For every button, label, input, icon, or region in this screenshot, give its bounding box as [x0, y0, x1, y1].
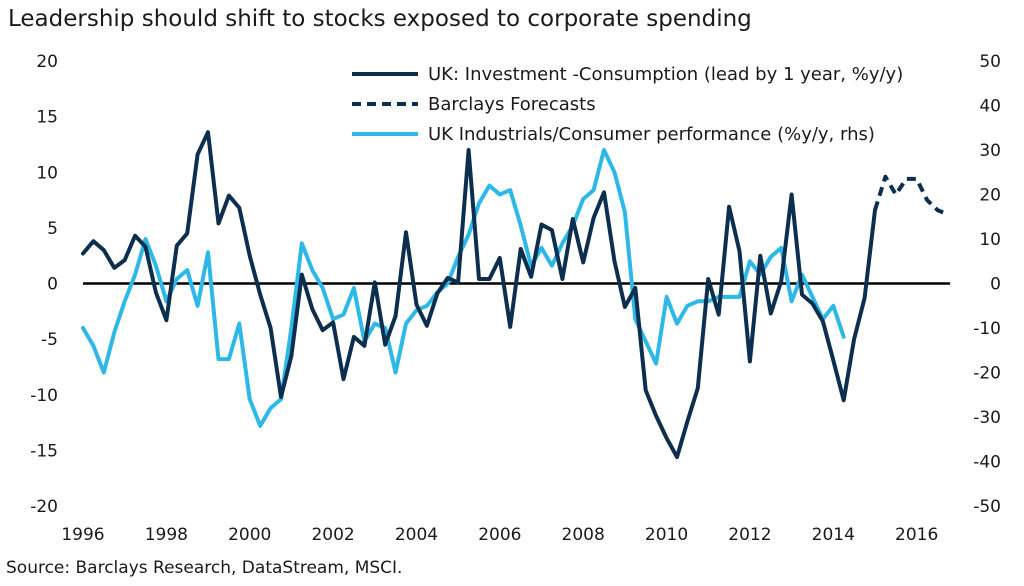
- y-left-tick-label: -10: [30, 386, 58, 406]
- y-left-tick-label: -15: [30, 441, 58, 461]
- x-tick-label: 2016: [895, 525, 938, 545]
- x-tick-label: 2006: [478, 525, 521, 545]
- x-tick-label: 2000: [228, 525, 271, 545]
- y-left-tick-label: 20: [36, 52, 58, 72]
- chart-source: Source: Barclays Research, DataStream, M…: [6, 558, 403, 578]
- y-left-tick-label: -20: [30, 497, 58, 517]
- x-tick-label: 2014: [812, 525, 855, 545]
- x-tick-label: 1998: [145, 525, 188, 545]
- y-right-tick-label: 40: [979, 97, 1001, 117]
- legend-label-2: UK Industrials/Consumer performance (%y/…: [428, 124, 875, 145]
- y-right-tick-label: -40: [973, 453, 1001, 473]
- y-right-tick-label: -10: [973, 319, 1001, 339]
- legend-label-0: UK: Investment -Consumption (lead by 1 y…: [428, 64, 903, 85]
- y-left-tick-label: 0: [47, 275, 58, 295]
- series-lines: [81, 130, 949, 460]
- legend-label-1: Barclays Forecasts: [428, 94, 596, 115]
- x-tick-label: 2004: [395, 525, 438, 545]
- chart-title: Leadership should shift to stocks expose…: [8, 6, 752, 32]
- y-left-tick-label: 15: [36, 108, 58, 128]
- y-right-tick-label: -20: [973, 364, 1001, 384]
- x-tick-label: 2002: [311, 525, 354, 545]
- legend: UK: Investment -Consumption (lead by 1 y…: [352, 64, 903, 145]
- y-right-tick-label: -50: [973, 497, 1001, 517]
- series-line-1: [873, 174, 949, 217]
- series-line-0: [81, 130, 877, 460]
- x-tick-label: 2008: [562, 525, 605, 545]
- y-right-tick-label: 50: [979, 52, 1001, 72]
- y-left-tick-label: 10: [36, 163, 58, 183]
- y-left-tick-label: 5: [47, 219, 58, 239]
- x-tick-label: 1996: [61, 525, 104, 545]
- y-left-tick-label: -5: [41, 330, 58, 350]
- series-line-2: [81, 148, 846, 428]
- y-right-tick-label: 20: [979, 186, 1001, 206]
- y-right-tick-label: 30: [979, 141, 1001, 161]
- x-tick-label: 2012: [728, 525, 771, 545]
- y-right-tick-label: -30: [973, 408, 1001, 428]
- y-right-tick-label: 10: [979, 230, 1001, 250]
- y-right-tick-label: 0: [990, 275, 1001, 295]
- x-tick-label: 2010: [645, 525, 688, 545]
- tick-labels: -20-15-10-505101520-50-40-30-20-10010203…: [30, 52, 1001, 545]
